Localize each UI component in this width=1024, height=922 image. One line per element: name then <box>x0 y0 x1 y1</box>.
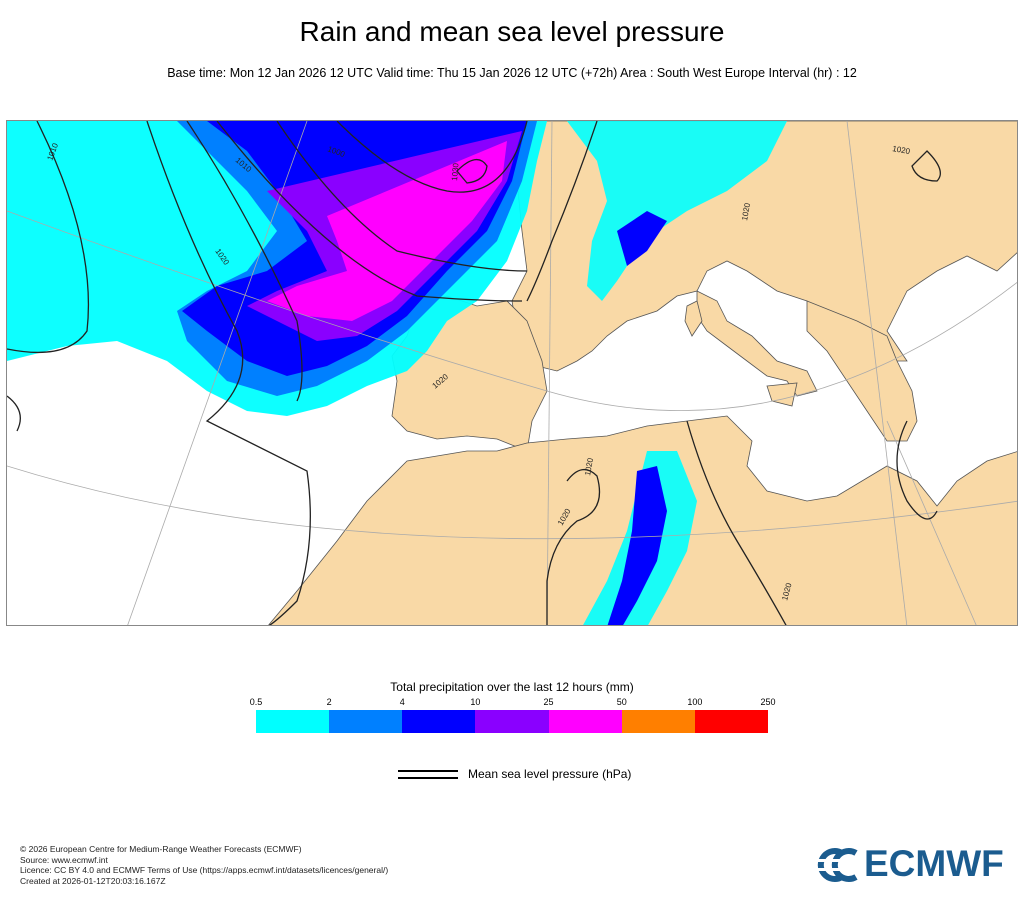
ecmwf-logo: ECMWF <box>812 843 1012 885</box>
precip-cyan-north <box>567 121 787 301</box>
graticule <box>7 121 1017 625</box>
colorbar-tick: 25 <box>543 697 554 707</box>
footer-credits: © 2026 European Centre for Medium-Range … <box>20 844 388 886</box>
weather-map[interactable]: 1010 1000 1020 1020 1010 1020 1020 1020 … <box>6 120 1018 626</box>
colorbar-segment <box>256 710 330 733</box>
licence-line: Licence: CC BY 4.0 and ECMWF Terms of Us… <box>20 865 389 875</box>
chart-subtitle: Base time: Mon 12 Jan 2026 12 UTC Valid … <box>167 66 857 80</box>
colorbar-segment <box>621 710 695 733</box>
copyright-line: © 2026 European Centre for Medium-Range … <box>20 844 302 854</box>
colorbar-tick: 0.5 <box>249 697 263 707</box>
colorbar-tick: 2 <box>326 697 332 707</box>
colorbar-segment <box>329 710 403 733</box>
legend-line <box>398 770 458 772</box>
precip-magenta <box>267 141 507 321</box>
isobar-label: 1020 <box>583 457 595 477</box>
chart-title: Rain and mean sea level pressure <box>299 16 725 47</box>
colorbar-ticks: 0.5 2 4 10 25 50 100 250 <box>250 697 776 709</box>
legend-label: Mean sea level pressure (hPa) <box>468 767 632 781</box>
land-sicily <box>766 382 798 407</box>
source-line: Source: www.ecmwf.int <box>20 854 108 865</box>
colorbar-tick: 10 <box>470 697 481 707</box>
isobar-label: 1020 <box>892 144 912 156</box>
colorbar-tick: 50 <box>616 697 627 707</box>
colorbar-segment <box>475 710 549 733</box>
precip-layer <box>7 121 787 625</box>
created-line: Created at 2026-01-12T20:03:16.167Z <box>20 875 166 886</box>
precip-alps-blue <box>617 211 667 266</box>
colorbar <box>256 710 768 733</box>
land-italy <box>696 290 818 397</box>
land-sardinia <box>684 300 703 337</box>
precip-atlas-blue <box>607 466 667 625</box>
colorbar-title: Total precipitation over the last 12 hou… <box>390 680 634 694</box>
ecmwf-logo-text: ECMWF <box>864 843 1004 884</box>
colorbar-segment <box>548 710 622 733</box>
colorbar-tick: 4 <box>399 697 405 707</box>
isobars <box>7 121 941 625</box>
map-canvas: 1010 1000 1020 1020 1010 1020 1020 1020 … <box>7 121 1017 625</box>
isobar-label: 1030 <box>450 162 461 181</box>
colorbar-segment <box>694 710 768 733</box>
isobar-label: 1020 <box>740 202 752 222</box>
colorbar-tick: 250 <box>760 697 776 707</box>
colorbar-segment <box>402 710 476 733</box>
land-balkans <box>806 300 918 442</box>
legend-line <box>398 777 458 779</box>
ecmwf-logo-icon <box>812 848 860 882</box>
colorbar-tick: 100 <box>687 697 703 707</box>
